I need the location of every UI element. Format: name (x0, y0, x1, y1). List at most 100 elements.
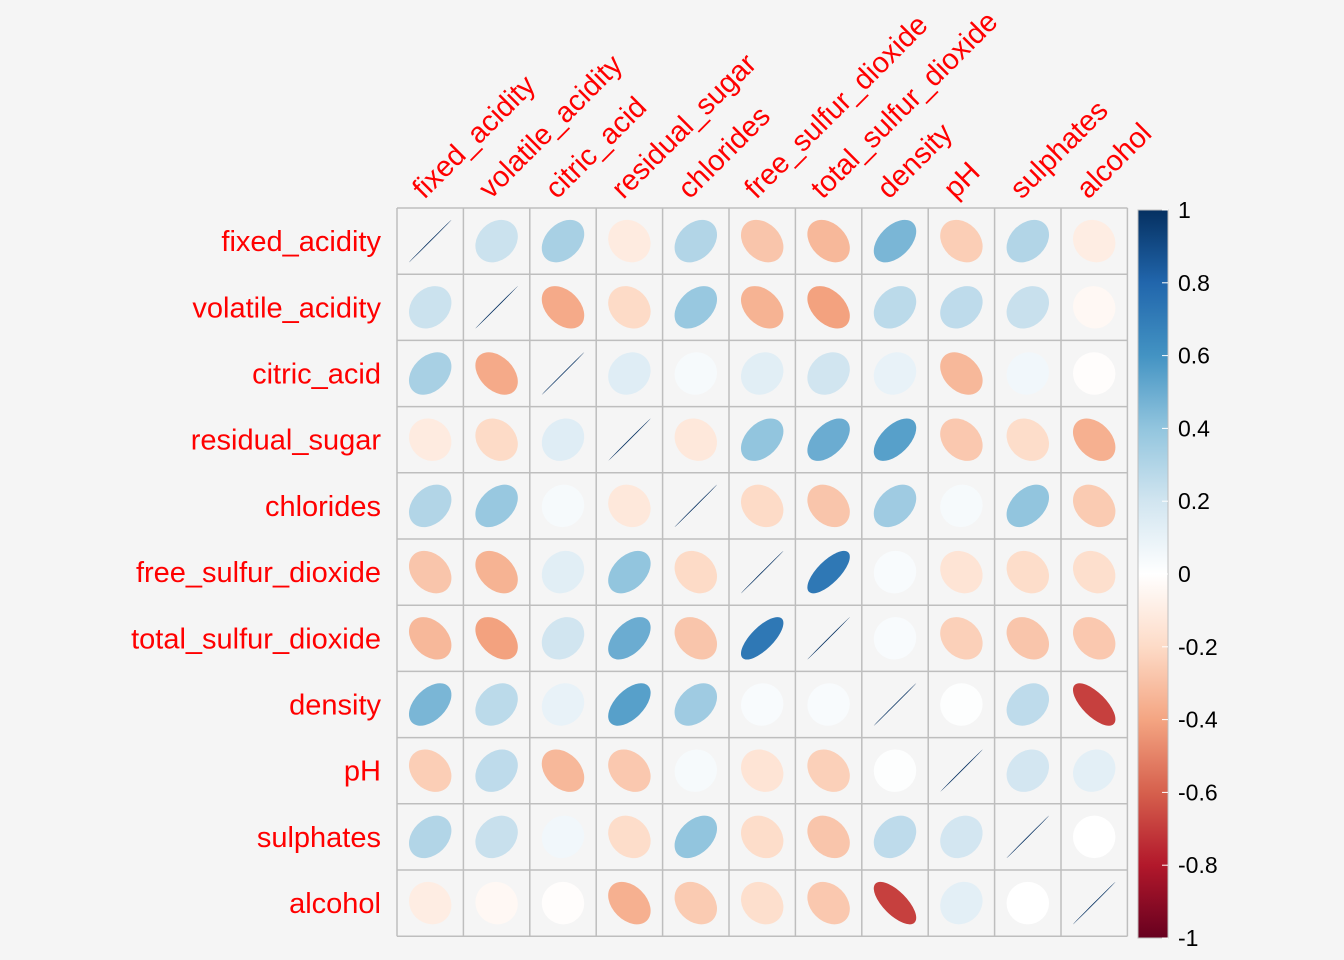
ellipse-volatile-acidity-chlorides (674, 286, 718, 329)
ellipse-ph-residual-sugar (608, 749, 651, 792)
ellipse-volatile-acidity-volatile-acidity (475, 286, 518, 329)
row-label-residual-sugar: residual_sugar (191, 425, 382, 457)
ellipse-chlorides-free-sulfur-dioxide (740, 484, 784, 528)
ellipse-chlorides-alcohol (1072, 484, 1116, 528)
colorbar-tick-label: -0.4 (1178, 707, 1218, 733)
ellipse-free-sulfur-dioxide-fixed-acidity (408, 550, 452, 594)
ellipse-residual-sugar-citric-acid (541, 418, 585, 461)
ellipse-chlorides-chlorides (674, 484, 718, 528)
ellipse-alcohol-volatile-acidity (475, 881, 518, 925)
ellipse-sulphates-ph (940, 815, 983, 859)
ellipse-alcohol-ph (940, 881, 983, 925)
ellipse-residual-sugar-fixed-acidity (408, 418, 452, 461)
ellipse-free-sulfur-dioxide-free-sulfur-dioxide (740, 550, 784, 594)
ellipse-citric-acid-ph (940, 352, 983, 395)
ellipse-density-residual-sugar (608, 683, 651, 726)
ellipse-citric-acid-residual-sugar (608, 352, 651, 395)
ellipse-density-volatile-acidity (475, 683, 518, 726)
ellipse-density-chlorides (674, 683, 718, 726)
row-label-total-sulfur-dioxide: total_sulfur_dioxide (131, 623, 381, 655)
colorbar-tick-label: 1 (1178, 197, 1191, 223)
ellipse-ph-chlorides (674, 749, 718, 792)
ellipse-density-alcohol (1072, 683, 1116, 726)
ellipse-residual-sugar-alcohol (1072, 418, 1116, 461)
ellipse-ph-volatile-acidity (475, 749, 518, 792)
ellipse-residual-sugar-free-sulfur-dioxide (740, 418, 784, 461)
ellipse-citric-acid-chlorides (674, 352, 718, 395)
ellipse-sulphates-volatile-acidity (475, 815, 518, 859)
row-labels: fixed_acidity volatile_acidity citric_acid… (131, 226, 381, 920)
ellipse-total-sulfur-dioxide-fixed-acidity (408, 617, 452, 660)
ellipse-free-sulfur-dioxide-citric-acid (541, 550, 585, 594)
row-label-ph: pH (344, 756, 381, 788)
ellipse-total-sulfur-dioxide-residual-sugar (608, 617, 651, 660)
ellipse-alcohol-fixed-acidity (408, 881, 452, 925)
ellipse-volatile-acidity-residual-sugar (608, 286, 651, 329)
colorbar-tick-label: -0.2 (1178, 634, 1218, 660)
ellipse-volatile-acidity-free-sulfur-dioxide (740, 286, 784, 329)
row-label-free-sulfur-dioxide: free_sulfur_dioxide (136, 557, 381, 589)
ellipse-residual-sugar-residual-sugar (608, 418, 651, 461)
col-label-ph: pH (938, 156, 987, 205)
ellipse-alcohol-citric-acid (541, 881, 585, 925)
ellipse-residual-sugar-density (873, 418, 917, 461)
ellipse-free-sulfur-dioxide-chlorides (674, 550, 718, 594)
colorbar-tick-label: 0.8 (1178, 270, 1210, 296)
row-label-alcohol: alcohol (289, 888, 381, 920)
ellipse-volatile-acidity-alcohol (1072, 286, 1116, 329)
ellipse-fixed-acidity-density (873, 219, 917, 263)
ellipse-alcohol-free-sulfur-dioxide (740, 881, 784, 925)
ellipse-citric-acid-alcohol (1072, 352, 1116, 395)
ellipse-sulphates-density (873, 815, 917, 859)
ellipse-fixed-acidity-sulphates (1006, 219, 1050, 263)
ellipse-ph-ph (940, 749, 983, 792)
ellipse-citric-acid-total-sulfur-dioxide (807, 352, 850, 395)
ellipse-volatile-acidity-density (873, 286, 917, 329)
ellipse-total-sulfur-dioxide-density (873, 617, 917, 660)
ellipse-total-sulfur-dioxide-volatile-acidity (475, 617, 518, 660)
ellipse-fixed-acidity-volatile-acidity (475, 219, 518, 263)
colorbar-tick-label: 0.4 (1178, 415, 1210, 441)
colorbar-tick-label: -1 (1178, 925, 1198, 951)
colorbar-tick-label: 0 (1178, 561, 1191, 587)
ellipse-residual-sugar-volatile-acidity (475, 418, 518, 461)
ellipse-sulphates-total-sulfur-dioxide (807, 815, 850, 859)
ellipse-chlorides-fixed-acidity (408, 484, 452, 528)
ellipse-chlorides-residual-sugar (608, 484, 651, 528)
ellipse-alcohol-residual-sugar (608, 881, 651, 925)
ellipse-free-sulfur-dioxide-volatile-acidity (475, 550, 518, 594)
ellipse-density-citric-acid (541, 683, 585, 726)
ellipse-ph-total-sulfur-dioxide (807, 749, 850, 792)
row-label-volatile-acidity: volatile_acidity (192, 292, 381, 324)
ellipse-chlorides-density (873, 484, 917, 528)
ellipse-density-free-sulfur-dioxide (740, 683, 784, 726)
ellipse-volatile-acidity-total-sulfur-dioxide (807, 286, 850, 329)
ellipse-ph-alcohol (1072, 749, 1116, 792)
ellipse-citric-acid-citric-acid (541, 352, 585, 395)
ellipse-citric-acid-sulphates (1006, 352, 1050, 395)
ellipse-ph-citric-acid (541, 749, 585, 792)
ellipse-volatile-acidity-sulphates (1006, 286, 1050, 329)
colorbar-tick-label: 0.2 (1178, 488, 1210, 514)
ellipse-sulphates-sulphates (1006, 815, 1050, 859)
ellipse-citric-acid-volatile-acidity (475, 352, 518, 395)
ellipse-chlorides-total-sulfur-dioxide (807, 484, 850, 528)
ellipse-free-sulfur-dioxide-sulphates (1006, 550, 1050, 594)
ellipse-fixed-acidity-free-sulfur-dioxide (740, 219, 784, 263)
ellipse-free-sulfur-dioxide-density (873, 550, 917, 594)
ellipse-alcohol-alcohol (1072, 881, 1116, 925)
ellipse-sulphates-fixed-acidity (408, 815, 452, 859)
row-label-chlorides: chlorides (265, 491, 381, 523)
ellipse-citric-acid-fixed-acidity (408, 352, 452, 395)
ellipse-alcohol-total-sulfur-dioxide (807, 881, 850, 925)
ellipse-ph-sulphates (1006, 749, 1050, 792)
ellipse-citric-acid-free-sulfur-dioxide (740, 352, 784, 395)
ellipse-total-sulfur-dioxide-alcohol (1072, 617, 1116, 660)
colorbar-tick-label: 0.6 (1178, 343, 1210, 369)
ellipse-alcohol-chlorides (674, 881, 718, 925)
ellipse-residual-sugar-sulphates (1006, 418, 1050, 461)
ellipse-fixed-acidity-alcohol (1072, 219, 1116, 263)
ellipse-density-fixed-acidity (408, 683, 452, 726)
ellipse-fixed-acidity-citric-acid (541, 219, 585, 263)
